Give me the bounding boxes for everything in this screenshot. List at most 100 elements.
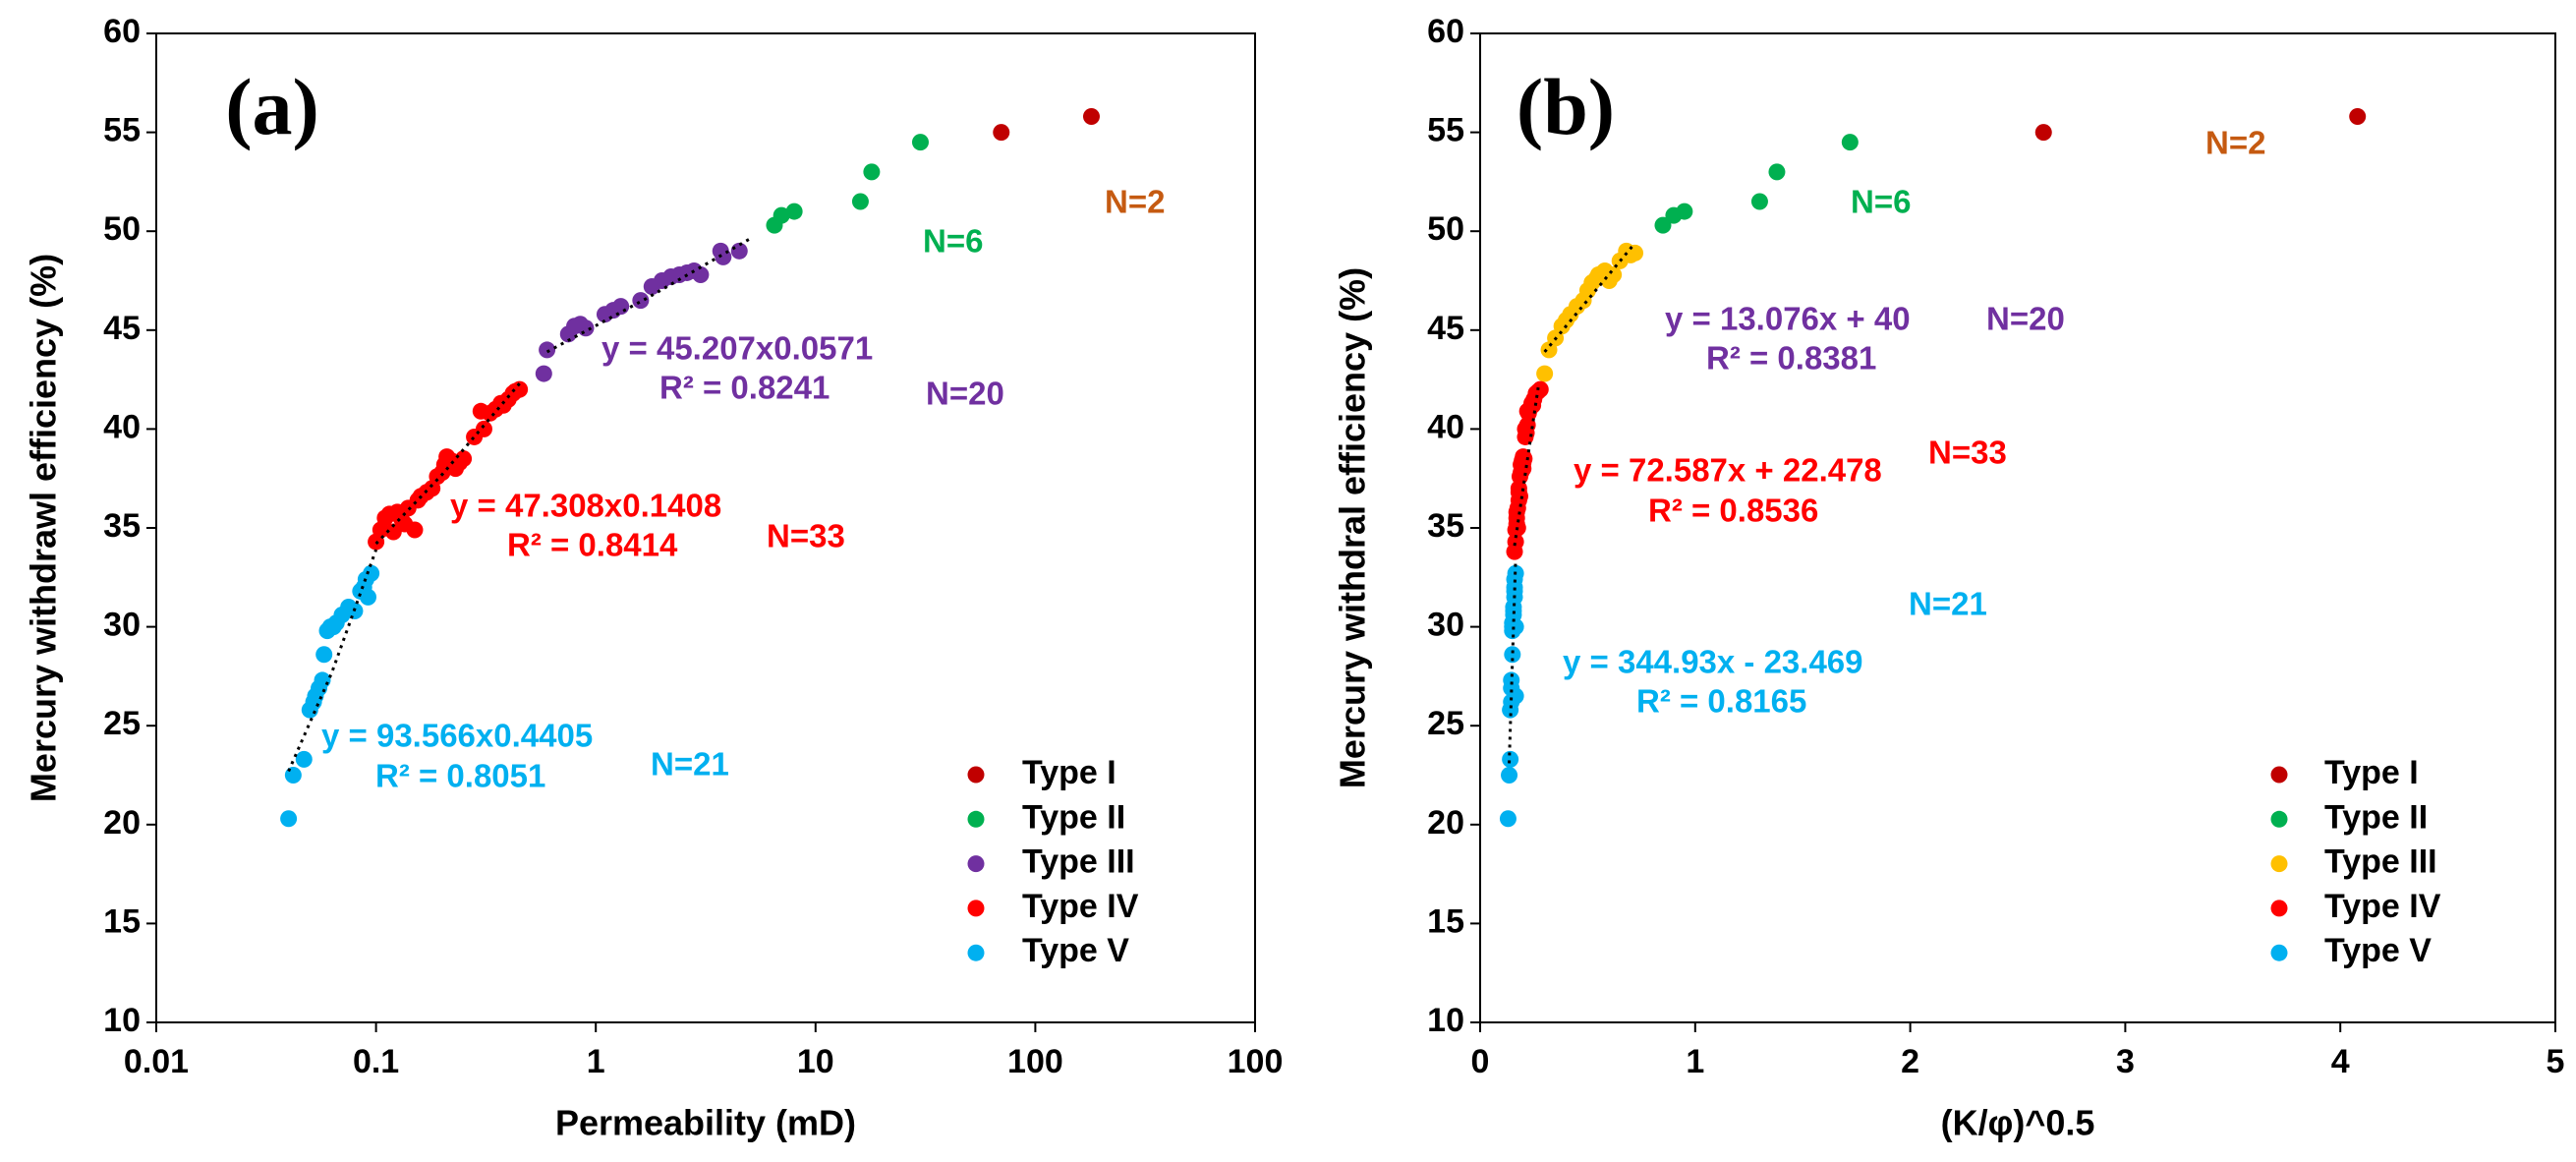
- annotation: y = 93.566x0.4405: [321, 718, 593, 754]
- y-tick-label: 10: [103, 1002, 141, 1039]
- y-tick-label: 20: [103, 804, 141, 842]
- x-axis-title: (K/φ)^0.5: [1941, 1103, 2095, 1143]
- data-point: [773, 206, 790, 224]
- legend-label: Type IV: [1022, 888, 1139, 925]
- data-point: [1507, 533, 1524, 551]
- y-tick-label: 60: [1427, 13, 1464, 50]
- y-tick-label: 55: [1427, 112, 1464, 149]
- y-tick-label: 10: [1427, 1002, 1464, 1039]
- data-point: [535, 365, 552, 382]
- data-point: [1082, 108, 1100, 126]
- x-tick-label: 1: [1686, 1043, 1704, 1080]
- annotation: y = 344.93x - 23.469: [1563, 644, 1863, 680]
- data-point: [1502, 750, 1519, 768]
- data-point: [539, 341, 556, 359]
- data-point: [1503, 671, 1520, 689]
- data-point: [1501, 767, 1518, 784]
- x-tick-label: 2: [1901, 1043, 1919, 1080]
- legend-marker: [2270, 900, 2288, 917]
- legend-marker: [967, 810, 985, 828]
- y-tick-label: 30: [1427, 607, 1464, 644]
- legend-label: Type II: [2324, 798, 2428, 836]
- annotation: N=20: [926, 376, 1004, 412]
- annotation: N=21: [651, 746, 729, 783]
- data-point: [785, 203, 803, 220]
- legend-label: Type V: [2324, 932, 2432, 969]
- data-point: [863, 163, 881, 181]
- annotation: R² = 0.8381: [1706, 340, 1876, 377]
- annotation: N=2: [1105, 184, 1165, 220]
- data-point: [1531, 380, 1549, 398]
- x-tick-label: 5: [2547, 1043, 2565, 1080]
- data-point: [2349, 108, 2367, 126]
- annotation: N=6: [923, 223, 983, 260]
- legend-label: Type II: [1022, 798, 1125, 836]
- legend-marker: [967, 900, 985, 917]
- annotation: y = 45.207x0.0571: [601, 330, 873, 367]
- annotation: R² = 0.8241: [659, 370, 830, 406]
- legend-marker: [2270, 944, 2288, 961]
- data-point: [455, 450, 473, 468]
- data-point: [406, 521, 424, 539]
- data-point: [1654, 216, 1672, 234]
- data-point: [295, 750, 313, 768]
- data-point: [851, 193, 869, 210]
- data-point: [363, 564, 380, 582]
- data-point: [577, 320, 595, 337]
- x-tick-label: 4: [2331, 1043, 2350, 1080]
- data-point: [1511, 488, 1528, 505]
- data-point: [1768, 163, 1786, 181]
- x-tick-label: 100: [1007, 1043, 1063, 1080]
- annotation: N=20: [1986, 301, 2065, 337]
- y-tick-label: 45: [1427, 310, 1464, 347]
- y-tick-label: 25: [103, 705, 141, 742]
- legend-marker: [2270, 810, 2288, 828]
- data-point: [511, 380, 529, 398]
- y-tick-label: 35: [1427, 507, 1464, 545]
- y-tick-label: 30: [103, 607, 141, 644]
- legend-marker: [2270, 766, 2288, 784]
- panel-label: (b): [1517, 62, 1615, 151]
- legend-marker: [967, 855, 985, 873]
- legend-label: Type I: [1022, 754, 1116, 791]
- data-point: [475, 420, 492, 437]
- x-tick-label: 10: [797, 1043, 834, 1080]
- data-point: [730, 242, 748, 260]
- y-tick-label: 40: [1427, 408, 1464, 445]
- annotation: y = 13.076x + 40: [1665, 301, 1911, 337]
- legend-marker: [967, 766, 985, 784]
- legend-label: Type III: [2324, 843, 2437, 881]
- x-tick-label: 0.01: [124, 1043, 189, 1080]
- y-tick-label: 15: [1427, 902, 1464, 940]
- y-tick-label: 35: [103, 507, 141, 545]
- data-point: [632, 292, 650, 310]
- data-point: [2034, 124, 2052, 142]
- x-tick-label: 1: [587, 1043, 605, 1080]
- annotation: N=21: [1909, 586, 1987, 622]
- annotation: R² = 0.8165: [1636, 683, 1806, 720]
- y-tick-label: 45: [103, 310, 141, 347]
- data-point: [280, 810, 298, 828]
- data-point: [1504, 646, 1521, 664]
- trendline: [1508, 559, 1517, 764]
- data-point: [715, 248, 732, 265]
- y-axis-title: Mercury withdral efficiency (%): [1333, 267, 1373, 788]
- data-point: [1841, 134, 1859, 151]
- data-point: [1676, 203, 1693, 220]
- legend-marker: [967, 944, 985, 961]
- x-tick-label: 0: [1471, 1043, 1490, 1080]
- annotation: N=33: [767, 518, 845, 554]
- panel-label: (a): [225, 62, 319, 151]
- y-tick-label: 50: [1427, 210, 1464, 248]
- data-point: [1750, 193, 1768, 210]
- data-point: [1627, 244, 1644, 261]
- y-tick-label: 40: [103, 408, 141, 445]
- data-point: [315, 646, 333, 664]
- data-point: [911, 134, 929, 151]
- y-tick-label: 55: [103, 112, 141, 149]
- annotation: y = 72.587x + 22.478: [1574, 452, 1882, 489]
- data-point: [314, 671, 331, 689]
- y-axis-title: Mercury withdrawl efficiency (%): [24, 254, 64, 802]
- x-tick-label: 100: [1228, 1043, 1284, 1080]
